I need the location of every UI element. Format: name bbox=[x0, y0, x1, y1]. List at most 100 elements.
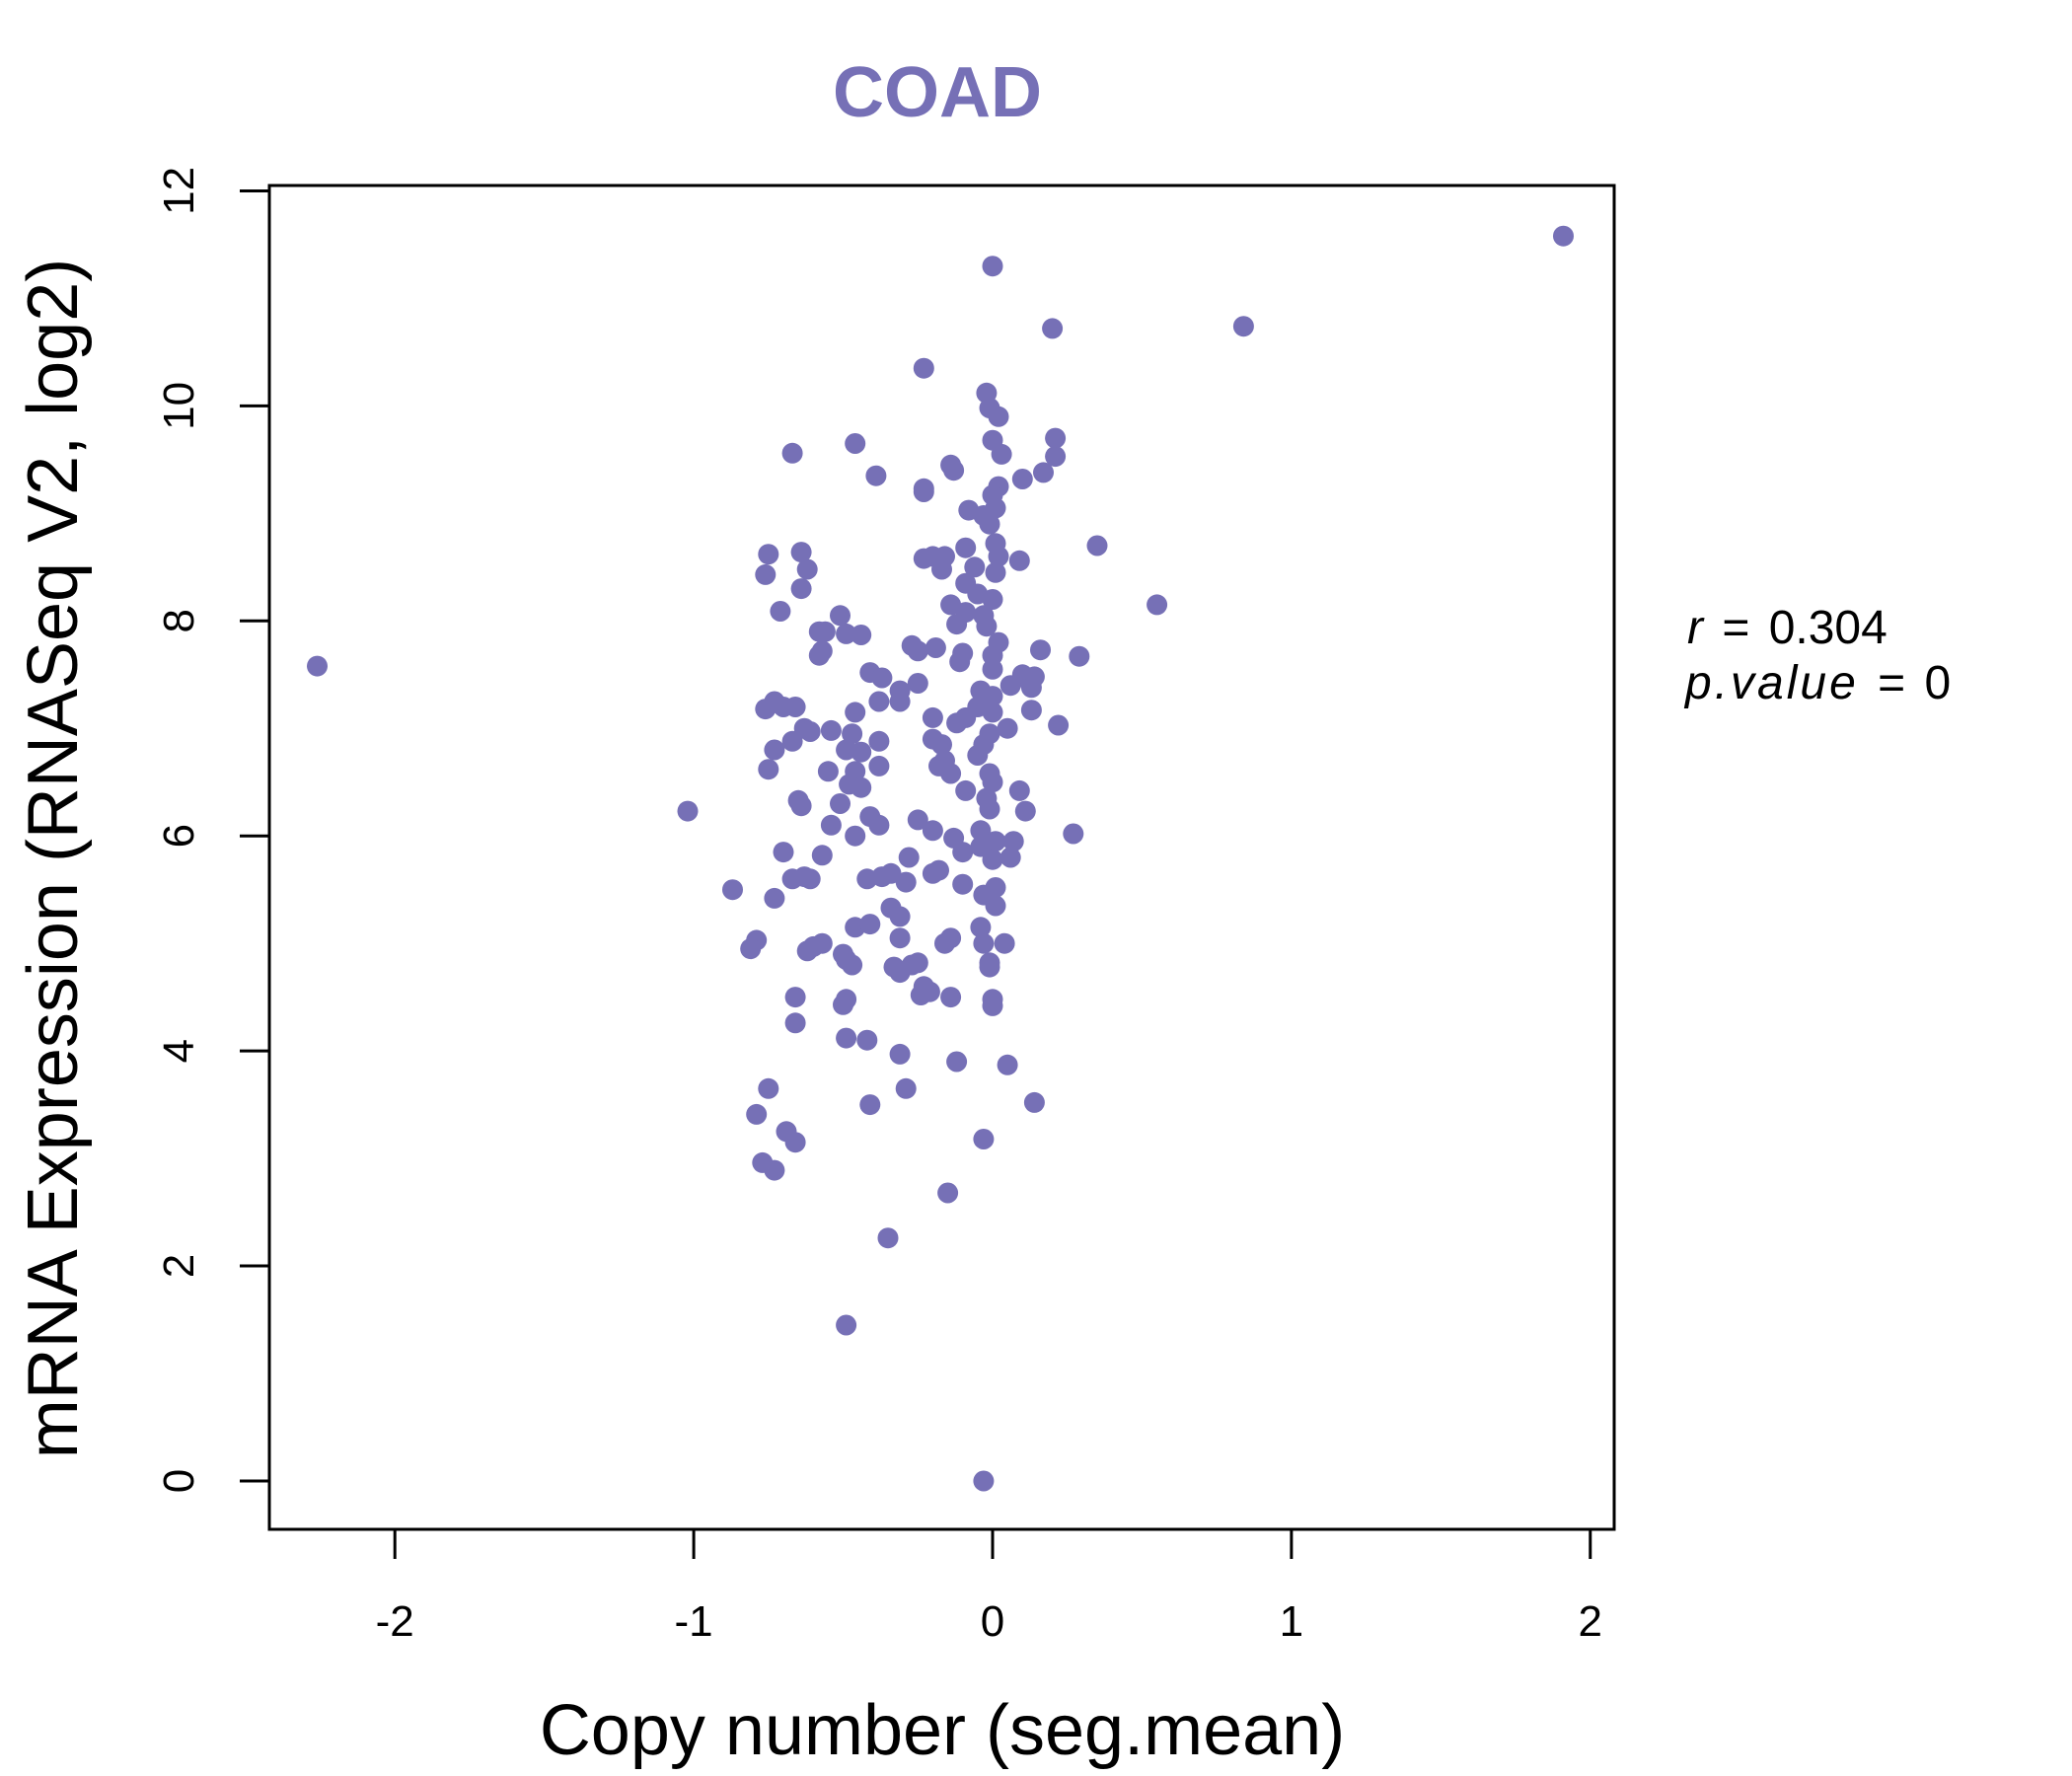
correlation-annotation: r = 0.304 bbox=[1687, 602, 1887, 654]
data-point-146 bbox=[952, 842, 974, 863]
data-point-86 bbox=[868, 691, 890, 712]
data-point-162 bbox=[764, 887, 785, 909]
data-point-119 bbox=[982, 772, 1003, 793]
x-tick-label: 1 bbox=[1280, 1597, 1303, 1646]
points-layer bbox=[307, 225, 1574, 1492]
data-point-12 bbox=[781, 442, 803, 464]
data-point-145 bbox=[773, 842, 794, 863]
data-point-200 bbox=[889, 1043, 911, 1065]
y-tick-label: 10 bbox=[155, 382, 203, 430]
data-point-122 bbox=[955, 779, 977, 801]
data-point-28 bbox=[1086, 535, 1108, 556]
data-point-29 bbox=[955, 537, 977, 558]
data-point-148 bbox=[982, 849, 1003, 870]
data-point-181 bbox=[842, 954, 863, 976]
data-point-130 bbox=[677, 800, 699, 822]
data-point-153 bbox=[856, 868, 878, 890]
p-value: 0 bbox=[1925, 657, 1952, 709]
data-point-170 bbox=[934, 932, 955, 954]
data-point-216 bbox=[973, 1470, 995, 1492]
y-tick-label: 6 bbox=[155, 824, 203, 848]
data-point-5 bbox=[913, 357, 934, 379]
data-point-212 bbox=[764, 1159, 785, 1181]
data-point-203 bbox=[758, 1077, 779, 1099]
data-point-160 bbox=[722, 879, 743, 901]
data-point-14 bbox=[1045, 446, 1067, 468]
x-tick-label: 0 bbox=[981, 1597, 1004, 1646]
data-point-13 bbox=[991, 443, 1012, 465]
data-point-157 bbox=[895, 871, 917, 893]
data-point-91 bbox=[845, 702, 866, 723]
data-point-147 bbox=[811, 845, 833, 866]
data-point-196 bbox=[982, 995, 1003, 1016]
data-point-76 bbox=[907, 673, 928, 694]
data-point-108 bbox=[764, 739, 785, 761]
data-point-61 bbox=[925, 637, 946, 658]
data-point-215 bbox=[836, 1314, 857, 1336]
data-point-63 bbox=[907, 640, 928, 662]
data-point-39 bbox=[931, 558, 952, 580]
data-point-56 bbox=[808, 621, 830, 642]
data-point-171 bbox=[889, 927, 911, 949]
data-point-128 bbox=[979, 798, 1000, 820]
x-axis: -2 -1 0 1 2 bbox=[376, 1527, 1602, 1646]
data-point-70 bbox=[982, 658, 1003, 680]
data-point-69 bbox=[949, 651, 971, 673]
data-point-33 bbox=[790, 542, 812, 563]
data-point-41 bbox=[755, 563, 777, 585]
data-point-178 bbox=[796, 940, 818, 962]
data-point-115 bbox=[817, 761, 839, 782]
data-point-204 bbox=[895, 1077, 917, 1099]
data-point-32 bbox=[758, 544, 779, 565]
data-point-210 bbox=[973, 1129, 995, 1149]
plot-frame bbox=[267, 184, 1616, 1531]
data-point-77 bbox=[999, 675, 1021, 697]
data-point-84 bbox=[784, 697, 806, 717]
y-tick-label: 8 bbox=[155, 609, 203, 632]
data-point-137 bbox=[1063, 823, 1084, 845]
data-point-53 bbox=[946, 614, 968, 635]
data-point-88 bbox=[1020, 700, 1042, 721]
p-equals: = bbox=[1878, 657, 1905, 709]
data-point-38 bbox=[964, 556, 986, 578]
data-point-207 bbox=[746, 1103, 768, 1125]
data-point-134 bbox=[820, 814, 842, 836]
data-point-93 bbox=[922, 706, 943, 728]
data-point-90 bbox=[982, 702, 1003, 723]
data-point-191 bbox=[940, 987, 962, 1008]
x-tick-label: 2 bbox=[1579, 1597, 1602, 1646]
r-equals: = bbox=[1722, 602, 1749, 654]
data-point-209 bbox=[784, 1132, 806, 1153]
data-point-138 bbox=[845, 825, 866, 847]
data-point-62 bbox=[1030, 639, 1051, 661]
data-point-11 bbox=[845, 433, 866, 454]
data-point-214 bbox=[877, 1227, 899, 1249]
data-point-117 bbox=[940, 763, 962, 784]
data-point-51 bbox=[830, 605, 851, 627]
pvalue-annotation: p.value = 0 bbox=[1683, 657, 1951, 709]
data-point-110 bbox=[967, 745, 989, 766]
data-point-36 bbox=[913, 548, 934, 569]
data-point-78 bbox=[1020, 677, 1042, 699]
data-point-9 bbox=[1045, 427, 1067, 449]
y-axis: 0 2 4 6 8 10 12 bbox=[155, 167, 271, 1493]
data-point-48 bbox=[1147, 594, 1168, 616]
data-point-103 bbox=[781, 730, 803, 752]
r-value: 0.304 bbox=[1769, 602, 1887, 654]
data-point-81 bbox=[982, 686, 1003, 707]
chart-title: COAD bbox=[833, 53, 1042, 132]
data-point-163 bbox=[985, 895, 1006, 917]
data-point-113 bbox=[868, 755, 890, 777]
data-point-99 bbox=[820, 719, 842, 741]
data-point-40 bbox=[796, 558, 818, 580]
data-point-156 bbox=[781, 868, 803, 890]
data-point-194 bbox=[833, 994, 853, 1015]
data-point-3 bbox=[1042, 318, 1064, 339]
data-point-2 bbox=[982, 256, 1003, 277]
data-point-98 bbox=[799, 721, 821, 742]
data-point-22 bbox=[913, 481, 934, 502]
data-point-192 bbox=[784, 987, 806, 1008]
data-point-94 bbox=[946, 712, 968, 734]
data-point-68 bbox=[1069, 645, 1090, 667]
